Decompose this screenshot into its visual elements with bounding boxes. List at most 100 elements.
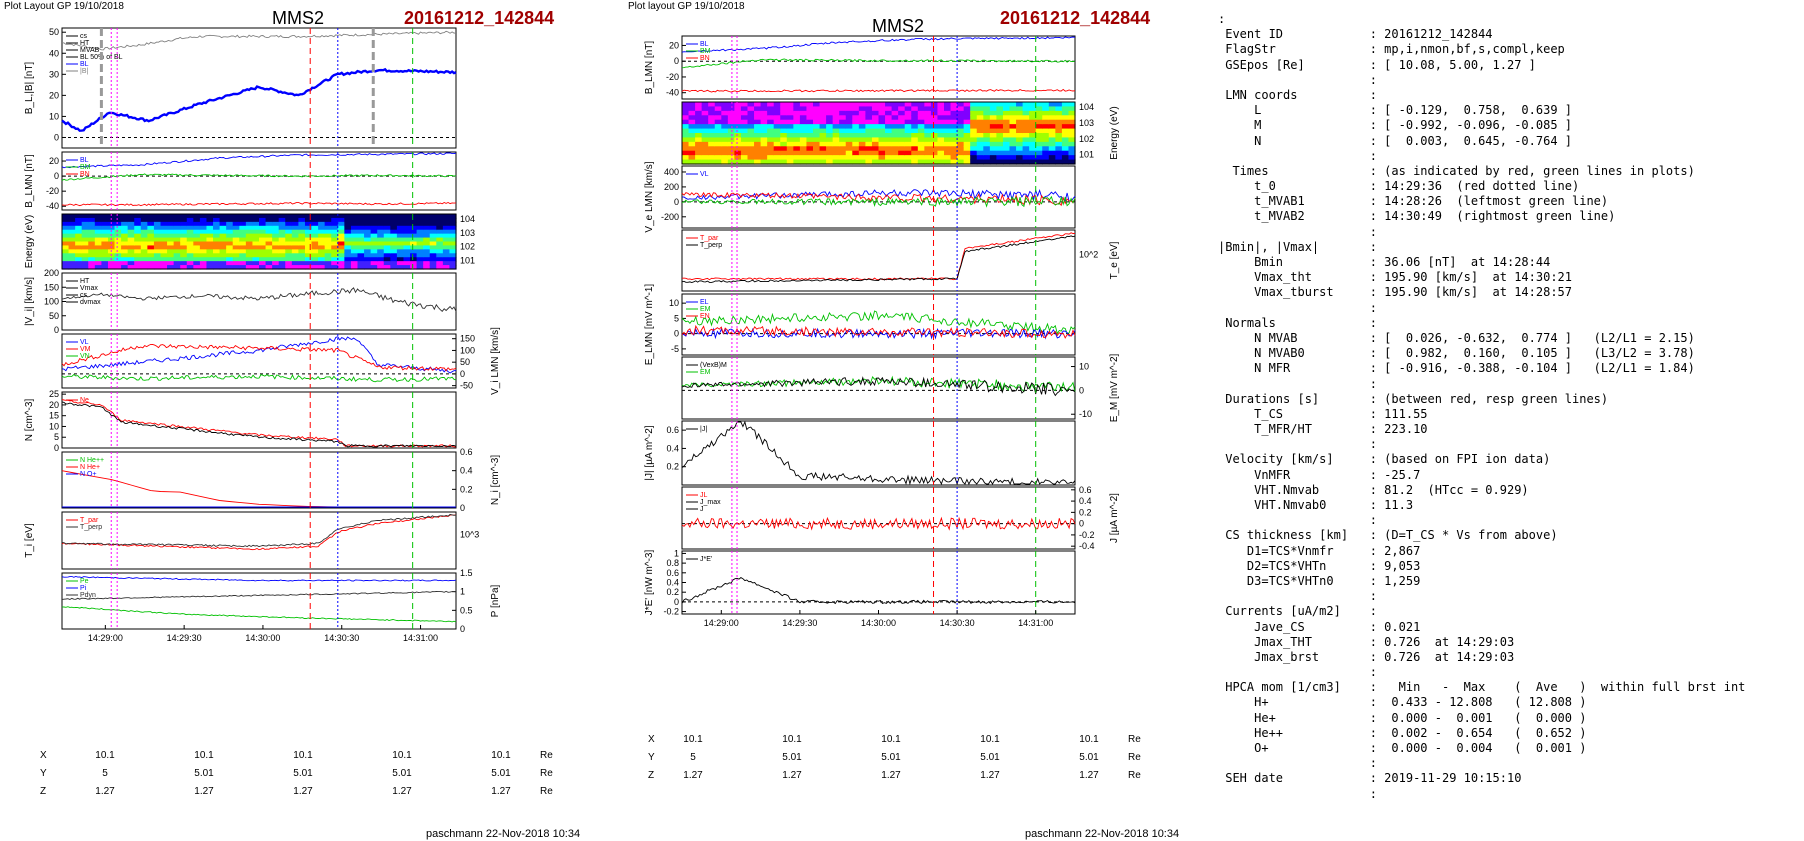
panel-right-JdotE: J*E' [nW m^-3] -0.200.20.40.60.81J*E'14:2… xyxy=(644,548,1076,628)
spectrogram-cell xyxy=(852,146,860,152)
legend-entry: T_par xyxy=(700,235,719,242)
spectrogram-cell xyxy=(1048,110,1056,116)
spectrogram-cell xyxy=(963,106,971,112)
spectrogram-cell xyxy=(970,137,978,143)
spectrogram-cell xyxy=(832,102,840,108)
spectrogram-cell xyxy=(996,102,1004,108)
coord-value: 1.27 xyxy=(1079,770,1099,781)
spectrogram-cell xyxy=(114,257,122,262)
spectrogram-cell xyxy=(793,124,801,130)
spectrogram-cell xyxy=(957,137,965,143)
spectrogram-cell xyxy=(904,102,912,108)
spectrogram-cell xyxy=(364,217,372,223)
spectrogram-cell xyxy=(331,214,339,219)
spectrogram-cell xyxy=(68,265,76,270)
spectrogram-cell xyxy=(344,265,352,270)
spectrogram-cell xyxy=(298,257,306,262)
spectrogram-cell xyxy=(963,146,971,152)
spectrogram-cell xyxy=(754,124,762,130)
spectrogram-cell xyxy=(423,257,431,262)
spectrogram-cell xyxy=(786,137,794,143)
spectrogram-cell xyxy=(370,233,378,239)
spectrogram-cell xyxy=(410,257,418,262)
spectrogram-cell xyxy=(1035,133,1043,139)
spectrogram-cell xyxy=(944,119,952,125)
spectrogram-cell xyxy=(740,102,749,108)
spectrogram-cell xyxy=(767,146,775,152)
spectrogram-cell xyxy=(799,110,808,116)
spectrogram-cell xyxy=(793,102,801,108)
spectrogram-cell xyxy=(1055,102,1063,108)
spectrogram-cell xyxy=(370,249,378,254)
spectrogram-cell xyxy=(62,245,70,250)
spectrogram-cell xyxy=(1029,141,1037,147)
spectrogram-cell xyxy=(226,253,234,258)
spectrogram-cell xyxy=(449,265,457,270)
spectrogram-cell xyxy=(219,237,227,243)
spectrogram-cell xyxy=(754,146,762,152)
spectrogram-cell xyxy=(383,265,391,270)
info-line: Velocity [km/s] : (based on FPI ion data… xyxy=(1218,452,1551,467)
spectrogram-cell xyxy=(917,146,925,152)
spectrogram-cell xyxy=(337,249,345,254)
spectrogram-cell xyxy=(845,106,853,112)
spectrogram-cell xyxy=(891,115,899,121)
spectrogram-cell xyxy=(1016,102,1024,108)
spectrogram-cell xyxy=(832,124,840,130)
spectrogram-cell xyxy=(1029,110,1037,116)
spectrogram-cell xyxy=(436,225,444,231)
spectrogram-cell xyxy=(370,237,378,243)
spectrogram-cell xyxy=(364,265,372,270)
spectrogram-cell xyxy=(865,110,873,116)
spectrogram-cell xyxy=(1048,102,1056,108)
spectrogram-cell xyxy=(701,155,709,161)
spectrogram-cell xyxy=(740,128,749,134)
spectrogram-cell xyxy=(259,241,267,247)
spectrogram-cell xyxy=(311,217,319,223)
info-line: M : [ -0.992, -0.096, -0.085 ] xyxy=(1218,118,1573,133)
spectrogram-cell xyxy=(944,110,952,116)
legend-entry: Pe xyxy=(80,578,89,585)
spectrogram-cell xyxy=(213,217,221,223)
spectrogram-cell xyxy=(911,115,919,121)
spectrogram-cell xyxy=(324,265,332,270)
spectrogram-cell xyxy=(206,225,214,231)
panel-frame xyxy=(61,333,457,389)
spectrogram-cell xyxy=(871,119,880,125)
spectrogram-cell xyxy=(140,249,148,254)
spectrogram-cell xyxy=(845,119,853,125)
spectrogram-cell xyxy=(442,245,451,250)
spectrogram-cell xyxy=(442,265,451,270)
y-axis-label: V_e LMN [km/s] xyxy=(644,161,655,232)
spectrogram-cell xyxy=(747,106,755,112)
spectrogram-cell xyxy=(714,150,722,156)
spectrogram-cell xyxy=(930,106,939,112)
legend-entry: J_max xyxy=(700,499,721,506)
spectrogram-cell xyxy=(773,106,781,112)
spectrogram-cell xyxy=(337,241,345,247)
spectrogram-cell xyxy=(708,146,716,152)
spectrogram-cell xyxy=(832,115,840,121)
spectrogram-cell xyxy=(767,133,775,139)
coord-value: 1.27 xyxy=(491,786,511,797)
spectrogram-cell xyxy=(970,155,978,161)
spectrogram-cell xyxy=(331,265,339,270)
spectrogram-cell xyxy=(885,150,893,156)
spectrogram-cell xyxy=(449,233,457,239)
spectrogram-cell xyxy=(173,261,181,266)
spectrogram-cell xyxy=(996,155,1004,161)
spectrogram-cell xyxy=(682,155,690,161)
spectrogram-cell xyxy=(1048,150,1056,156)
spectrogram-cell xyxy=(799,102,808,108)
spectrogram-cell xyxy=(839,146,847,152)
spectrogram-cell xyxy=(871,115,880,121)
spectrogram-cell xyxy=(75,221,83,227)
spectrogram-cell xyxy=(232,241,240,247)
spectrogram-cell xyxy=(68,241,76,247)
spectrogram-cell xyxy=(708,141,716,147)
spectrogram-cell xyxy=(160,237,168,243)
spectrogram-cell xyxy=(324,253,332,258)
spectrogram-cell xyxy=(311,237,319,243)
spectrogram-cell xyxy=(1009,133,1017,139)
